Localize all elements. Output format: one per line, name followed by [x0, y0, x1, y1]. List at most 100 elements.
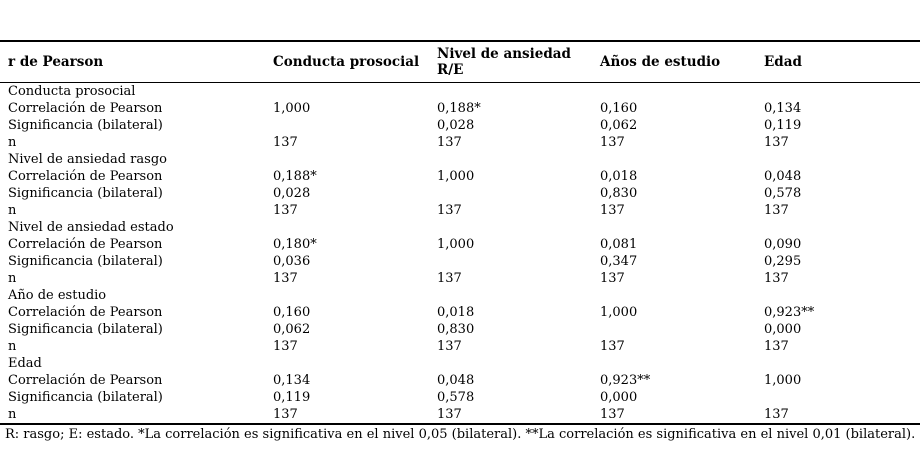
cell-value: 137: [764, 339, 789, 354]
data-row: Correlación de Pearson 0,160 0,018 1,000 0,9…: [0, 304, 920, 321]
cell-value: 0,048: [437, 373, 475, 388]
group-label-row: Nivel de ansiedad rasgo: [0, 151, 920, 168]
data-row: Significancia (bilateral) 0,028 0,830 0,578: [0, 185, 920, 202]
cell-value: [429, 253, 592, 270]
row-label: Correlación de Pearson: [8, 237, 163, 252]
cell-value: 137: [600, 135, 625, 150]
cell-value: 137: [437, 407, 462, 422]
cell-value: 0,134: [764, 101, 802, 116]
column-header-nivel-de-ansiedad: Nivel de ansiedad R/E: [429, 41, 592, 83]
cell-value: 0,028: [437, 118, 475, 133]
cell-value: 137: [437, 271, 462, 286]
data-row: Correlación de Pearson 0,180* 1,000 0,081 0,…: [0, 236, 920, 253]
cell-value: 0,578: [437, 390, 475, 405]
cell-value: 0,134: [273, 373, 311, 388]
cell-value: 0,578: [764, 186, 802, 201]
column-header-anos-de-estudio: Años de estudio: [592, 41, 756, 83]
data-row: n 137 137 137 137: [0, 338, 920, 355]
cell-value: 137: [437, 203, 462, 218]
group-label-row: Año de estudio: [0, 287, 920, 304]
table-header-row: r de Pearson Conducta prosocial Nivel de…: [0, 41, 920, 83]
group-label: Año de estudio: [8, 288, 107, 303]
row-label: n: [8, 135, 17, 150]
cell-value: 0,923**: [764, 305, 815, 320]
cell-value: 0,119: [273, 390, 311, 405]
cell-value: [756, 389, 920, 406]
cell-value: [429, 185, 592, 202]
group-label: Nivel de ansiedad estado: [8, 220, 174, 235]
row-label: n: [8, 339, 17, 354]
data-row: n 137 137 137 137: [0, 134, 920, 151]
cell-value: 0,062: [600, 118, 638, 133]
cell-value: 137: [764, 203, 789, 218]
cell-value: 0,923**: [600, 373, 651, 388]
row-label: Significancia (bilateral): [8, 118, 163, 133]
cell-value: [265, 117, 429, 134]
cell-value: 137: [273, 271, 298, 286]
cell-value: 1,000: [764, 373, 802, 388]
column-header-conducta-prosocial: Conducta prosocial: [265, 41, 429, 83]
data-row: Significancia (bilateral) 0,062 0,830 0,000: [0, 321, 920, 338]
cell-value: 137: [437, 339, 462, 354]
cell-value: 0,188*: [437, 101, 481, 116]
data-row: Significancia (bilateral) 0,028 0,062 0,119: [0, 117, 920, 134]
data-row: n 137 137 137 137: [0, 202, 920, 219]
cell-value: 137: [764, 135, 789, 150]
row-label: n: [8, 271, 17, 286]
cell-value: 137: [273, 203, 298, 218]
row-label: Correlación de Pearson: [8, 305, 163, 320]
cell-value: 0,347: [600, 254, 638, 269]
cell-value: 0,160: [600, 101, 638, 116]
cell-value: 137: [600, 271, 625, 286]
group-label: Conducta prosocial: [8, 84, 136, 99]
row-label: Significancia (bilateral): [8, 186, 163, 201]
row-label: Significancia (bilateral): [8, 322, 163, 337]
cell-value: 0,062: [273, 322, 311, 337]
cell-value: 137: [273, 339, 298, 354]
row-label: Significancia (bilateral): [8, 390, 163, 405]
table-body: Conducta prosocial Correlación de Pearson…: [0, 83, 920, 425]
cell-value: 0,000: [600, 390, 638, 405]
column-header-edad: Edad: [756, 41, 920, 83]
cell-value: 137: [600, 339, 625, 354]
data-row: Correlación de Pearson 1,000 0,188* 0,160 0,…: [0, 100, 920, 117]
column-header-r-de-pearson: r de Pearson: [0, 41, 265, 83]
cell-value: 137: [273, 135, 298, 150]
correlation-table: r de Pearson Conducta prosocial Nivel de…: [0, 40, 920, 425]
row-label: n: [8, 203, 17, 218]
cell-value: 0,295: [764, 254, 802, 269]
group-label: Nivel de ansiedad rasgo: [8, 152, 167, 167]
group-label-row: Edad: [0, 355, 920, 372]
cell-value: 0,188*: [273, 169, 317, 184]
cell-value: 0,028: [273, 186, 311, 201]
cell-value: 0,000: [764, 322, 802, 337]
group-label: Edad: [8, 356, 42, 371]
cell-value: 0,090: [764, 237, 802, 252]
cell-value: 1,000: [437, 169, 475, 184]
cell-value: 0,180*: [273, 237, 317, 252]
table-footnote: R: rasgo; E: estado. *La correlación es …: [5, 427, 916, 442]
data-row: Significancia (bilateral) 0,036 0,347 0,295: [0, 253, 920, 270]
row-label: Significancia (bilateral): [8, 254, 163, 269]
cell-value: 1,000: [437, 237, 475, 252]
cell-value: 137: [273, 407, 298, 422]
cell-value: 1,000: [600, 305, 638, 320]
data-row: n 137 137 137 137: [0, 270, 920, 287]
cell-value: 137: [764, 271, 789, 286]
cell-value: 0,830: [600, 186, 638, 201]
cell-value: 137: [600, 407, 625, 422]
cell-value: 0,036: [273, 254, 311, 269]
cell-value: 137: [600, 203, 625, 218]
cell-value: 1,000: [273, 101, 311, 116]
group-label-row: Nivel de ansiedad estado: [0, 219, 920, 236]
row-label: n: [8, 407, 17, 422]
cell-value: 0,018: [437, 305, 475, 320]
data-row: n 137 137 137 137: [0, 406, 920, 424]
cell-value: 0,081: [600, 237, 638, 252]
cell-value: 0,119: [764, 118, 802, 133]
group-label-row: Conducta prosocial: [0, 83, 920, 101]
cell-value: 0,160: [273, 305, 311, 320]
cell-value: 0,830: [437, 322, 475, 337]
row-label: Correlación de Pearson: [8, 373, 163, 388]
